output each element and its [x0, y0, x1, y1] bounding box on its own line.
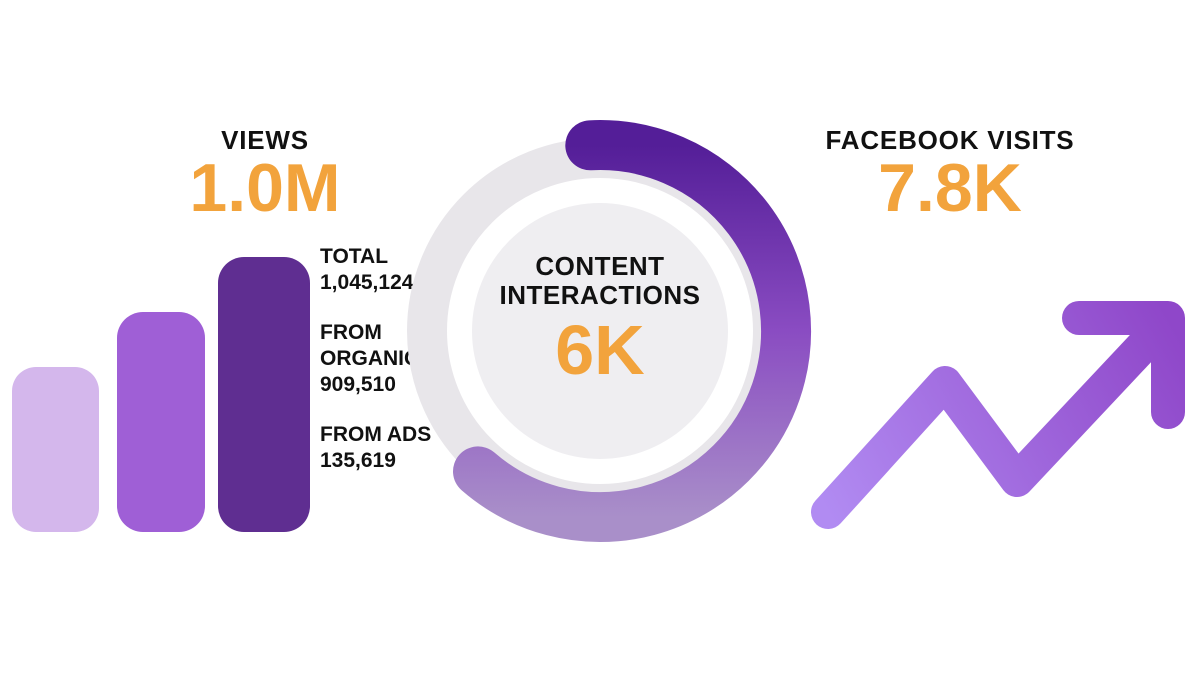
views-value: 1.0M [189, 150, 341, 226]
stat-value: 909,510 [320, 373, 396, 396]
bar-from-organic [117, 312, 205, 532]
stat-total: TOTAL 1,045,124 [320, 244, 450, 296]
stat-label: TOTAL [320, 245, 389, 268]
stat-from-organic: FROM ORGANIC 909,510 [320, 320, 450, 398]
stat-from-ads: FROM ADS 135,619 [320, 422, 450, 474]
arrow-head [1062, 301, 1185, 429]
donut-progress-arc [453, 120, 811, 543]
donut-inner-circle [472, 203, 728, 459]
bar-from-ads [12, 367, 99, 532]
facebook-visits-value: 7.8K [878, 150, 1022, 226]
bar-total [218, 257, 310, 532]
stat-label: FROM ORGANIC [320, 321, 420, 370]
interactions-center-text: CONTENT INTERACTIONS 6K [460, 251, 740, 389]
views-bar-chart [12, 257, 310, 532]
stat-value: 135,619 [320, 449, 396, 472]
interactions-value: 6K [555, 311, 645, 389]
views-title: VIEWS [221, 125, 309, 155]
views-stats-list: TOTAL 1,045,124 FROM ORGANIC 909,510 FRO… [320, 244, 450, 498]
trend-up-arrow-icon [811, 301, 1185, 529]
facebook-visits-title: FACEBOOK VISITS [825, 125, 1075, 155]
interactions-donut-chart [407, 120, 811, 543]
stat-value: 1,045,124 [320, 271, 414, 294]
arrow-zigzag-shaft [811, 314, 1174, 529]
stat-label: FROM ADS [320, 423, 432, 446]
interactions-title: CONTENT INTERACTIONS [499, 251, 701, 310]
